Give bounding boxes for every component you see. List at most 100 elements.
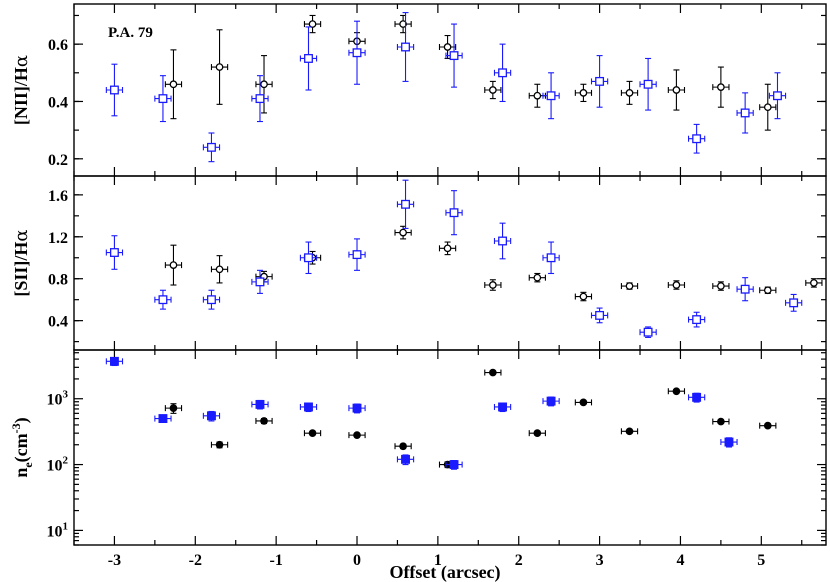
data-point: [620, 282, 639, 290]
data-point: [396, 12, 415, 82]
square-marker: [773, 91, 782, 101]
data-point: [348, 238, 366, 271]
square-marker: [207, 295, 216, 305]
circle-marker: [169, 404, 178, 412]
square-marker: [740, 284, 750, 294]
series-circle: [164, 225, 823, 302]
square-marker: [724, 437, 734, 447]
data-point: [105, 63, 124, 117]
y-axis-label-main: [SII]/H: [11, 242, 31, 297]
data-point: [105, 235, 124, 270]
y-axis-label-main: [NII]/H: [11, 67, 31, 125]
y-axis-label-superscript: -3: [9, 423, 23, 433]
data-point: [759, 83, 777, 131]
data-point: [620, 80, 639, 105]
series-square: [105, 12, 787, 163]
y-axis-label-unit: (cm: [11, 433, 32, 462]
circle-marker: [489, 368, 497, 377]
square-marker: [109, 248, 119, 257]
square-marker: [352, 48, 362, 58]
square-marker: [255, 399, 265, 409]
x-tick-label: -2: [189, 552, 202, 569]
square-marker: [401, 42, 410, 52]
square-marker: [207, 142, 216, 152]
circle-marker: [763, 286, 772, 295]
square-marker: [255, 94, 265, 104]
data-point: [210, 255, 229, 284]
series-circle: [164, 368, 777, 469]
data-point: [493, 402, 512, 413]
data-point: [164, 403, 183, 414]
data-point: [484, 279, 502, 291]
square-marker: [546, 396, 556, 406]
circle-marker: [717, 83, 725, 91]
square-marker: [595, 76, 605, 86]
data-point: [484, 368, 502, 377]
data-point: [348, 403, 366, 414]
bottom-frame: [73, 349, 827, 546]
x-tick-label: 0: [353, 552, 361, 569]
square-marker: [449, 51, 459, 61]
circle-marker: [672, 281, 681, 289]
y-tick-label: 0.6: [48, 37, 68, 54]
y-axis-label-main: n: [11, 468, 31, 478]
x-tick-label: 1: [434, 552, 442, 569]
x-tick-label: -1: [269, 552, 282, 569]
data-point: [542, 72, 560, 120]
circle-marker: [579, 398, 588, 407]
data-point: [528, 429, 546, 438]
data-point: [493, 222, 512, 260]
y-tick-label-base: 10: [47, 523, 63, 540]
square-marker: [643, 327, 653, 337]
square-marker: [546, 253, 556, 263]
square-marker: [789, 298, 799, 308]
y-tick-label: 101: [47, 520, 69, 540]
circle-marker: [625, 89, 634, 97]
series-circle: [164, 14, 777, 131]
circle-marker: [169, 261, 178, 269]
data-point: [590, 307, 609, 324]
circle-marker: [443, 244, 452, 253]
square-marker: [401, 199, 410, 209]
square-marker: [449, 208, 459, 218]
square-marker: [207, 411, 216, 421]
y-tick-label-base: 10: [47, 392, 63, 409]
data-point: [445, 190, 463, 236]
middle-frame: [73, 175, 827, 351]
square-marker: [498, 236, 508, 246]
data-point: [210, 440, 229, 449]
square-marker: [692, 392, 702, 402]
data-point: [639, 326, 657, 338]
circle-marker: [353, 431, 361, 439]
data-point: [303, 429, 322, 438]
y-tick-label: 103: [47, 389, 69, 409]
square-marker: [643, 79, 653, 89]
y-tick-label-exponent: 2: [63, 455, 69, 467]
y-tick-label: 0.8: [48, 272, 68, 289]
data-point: [438, 241, 457, 256]
square-marker: [158, 94, 168, 104]
y-tick-label: 0.2: [48, 152, 68, 169]
data-point: [574, 398, 593, 407]
data-point: [396, 179, 415, 229]
data-point: [667, 387, 686, 396]
data-point: [785, 293, 803, 312]
data-point: [154, 289, 172, 310]
y-tick-label-exponent: 1: [63, 520, 69, 532]
circle-marker: [763, 103, 772, 112]
circle-marker: [579, 89, 588, 97]
x-tick-label: 2: [515, 552, 523, 569]
square-marker: [595, 310, 605, 320]
y-axis-label-close: ): [11, 417, 32, 423]
middle-y-axis-label: [SII]/Hα: [11, 229, 32, 296]
square-marker: [304, 54, 313, 63]
square-marker: [109, 356, 119, 366]
data-point: [768, 72, 787, 120]
data-point: [574, 291, 593, 302]
data-point: [667, 69, 686, 111]
data-point: [202, 132, 221, 163]
y-axis-label-greek: α: [11, 229, 32, 241]
top-y-axis-label: [NII]/Hα: [11, 55, 32, 125]
data-point: [687, 392, 706, 403]
